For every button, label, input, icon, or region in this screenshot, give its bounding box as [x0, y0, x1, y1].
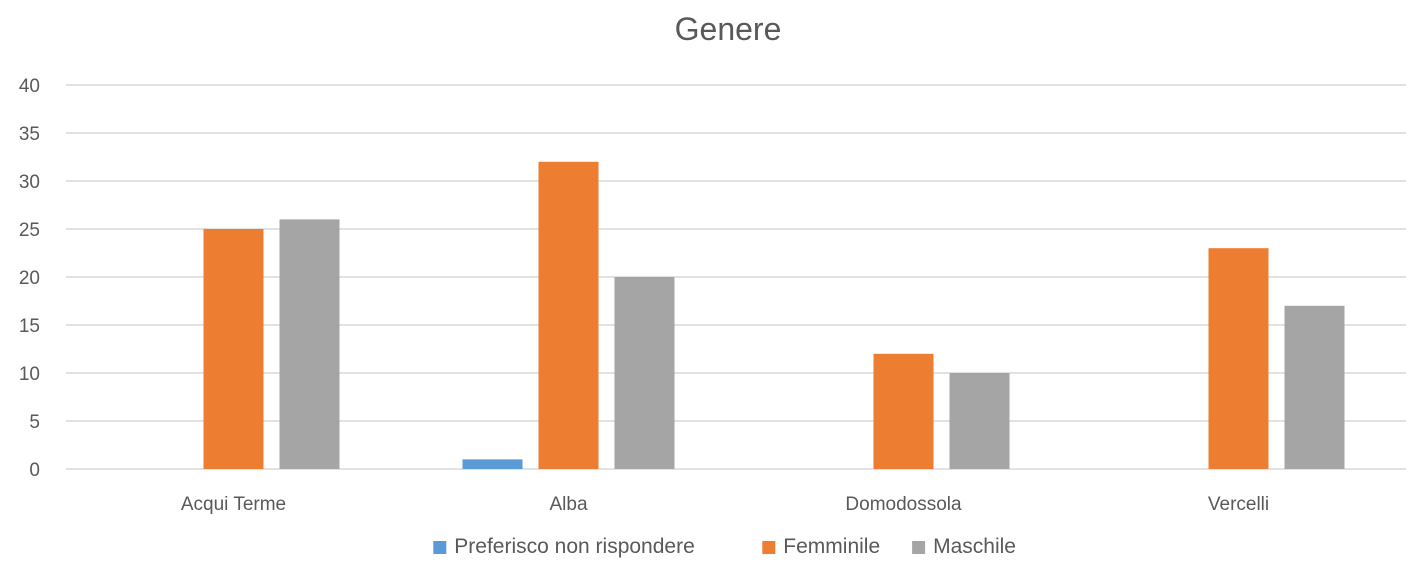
gridlines: [66, 84, 1406, 470]
legend-label: Femminile: [783, 535, 880, 558]
x-category-label: Alba: [549, 494, 587, 515]
legend: Preferisco non rispondere Femminile Maschi…: [433, 535, 1016, 558]
bar-femminile: [203, 229, 264, 469]
legend-swatch: [912, 541, 926, 554]
y-tick-label: 30: [19, 172, 40, 193]
legend-label: Preferisco non rispondere: [454, 535, 694, 558]
bars: [203, 161, 1345, 470]
bar-preferisco-non-rispondere: [462, 459, 523, 469]
x-category-label: Vercelli: [1208, 494, 1269, 515]
legend-swatch: [762, 541, 776, 554]
y-tick-label: 40: [19, 76, 40, 97]
bar-maschile: [279, 219, 340, 469]
y-tick-label: 20: [19, 268, 40, 289]
y-tick-label: 0: [29, 460, 40, 481]
x-category-label: Domodossola: [845, 494, 962, 515]
y-tick-label: 35: [19, 124, 40, 145]
bar-maschile: [614, 277, 675, 469]
bar-femminile: [538, 161, 599, 470]
bar-femminile: [1208, 248, 1269, 469]
chart-title: Genere: [675, 11, 782, 47]
x-category-label: Acqui Terme: [181, 494, 286, 515]
y-tick-label: 10: [19, 364, 40, 385]
y-tick-label: 5: [29, 412, 40, 433]
bar-maschile: [949, 373, 1010, 469]
bar-maschile: [1284, 305, 1345, 469]
legend-swatch: [433, 541, 447, 554]
y-tick-label: 15: [19, 316, 40, 337]
legend-label: Maschile: [933, 535, 1016, 558]
y-axis-ticks: 0 5 10 15 20 25 30 35 40: [19, 76, 40, 481]
y-tick-label: 25: [19, 220, 40, 241]
bar-femminile: [873, 353, 934, 469]
x-axis-categories: Acqui Terme Alba Domodossola Vercelli: [181, 494, 1269, 515]
